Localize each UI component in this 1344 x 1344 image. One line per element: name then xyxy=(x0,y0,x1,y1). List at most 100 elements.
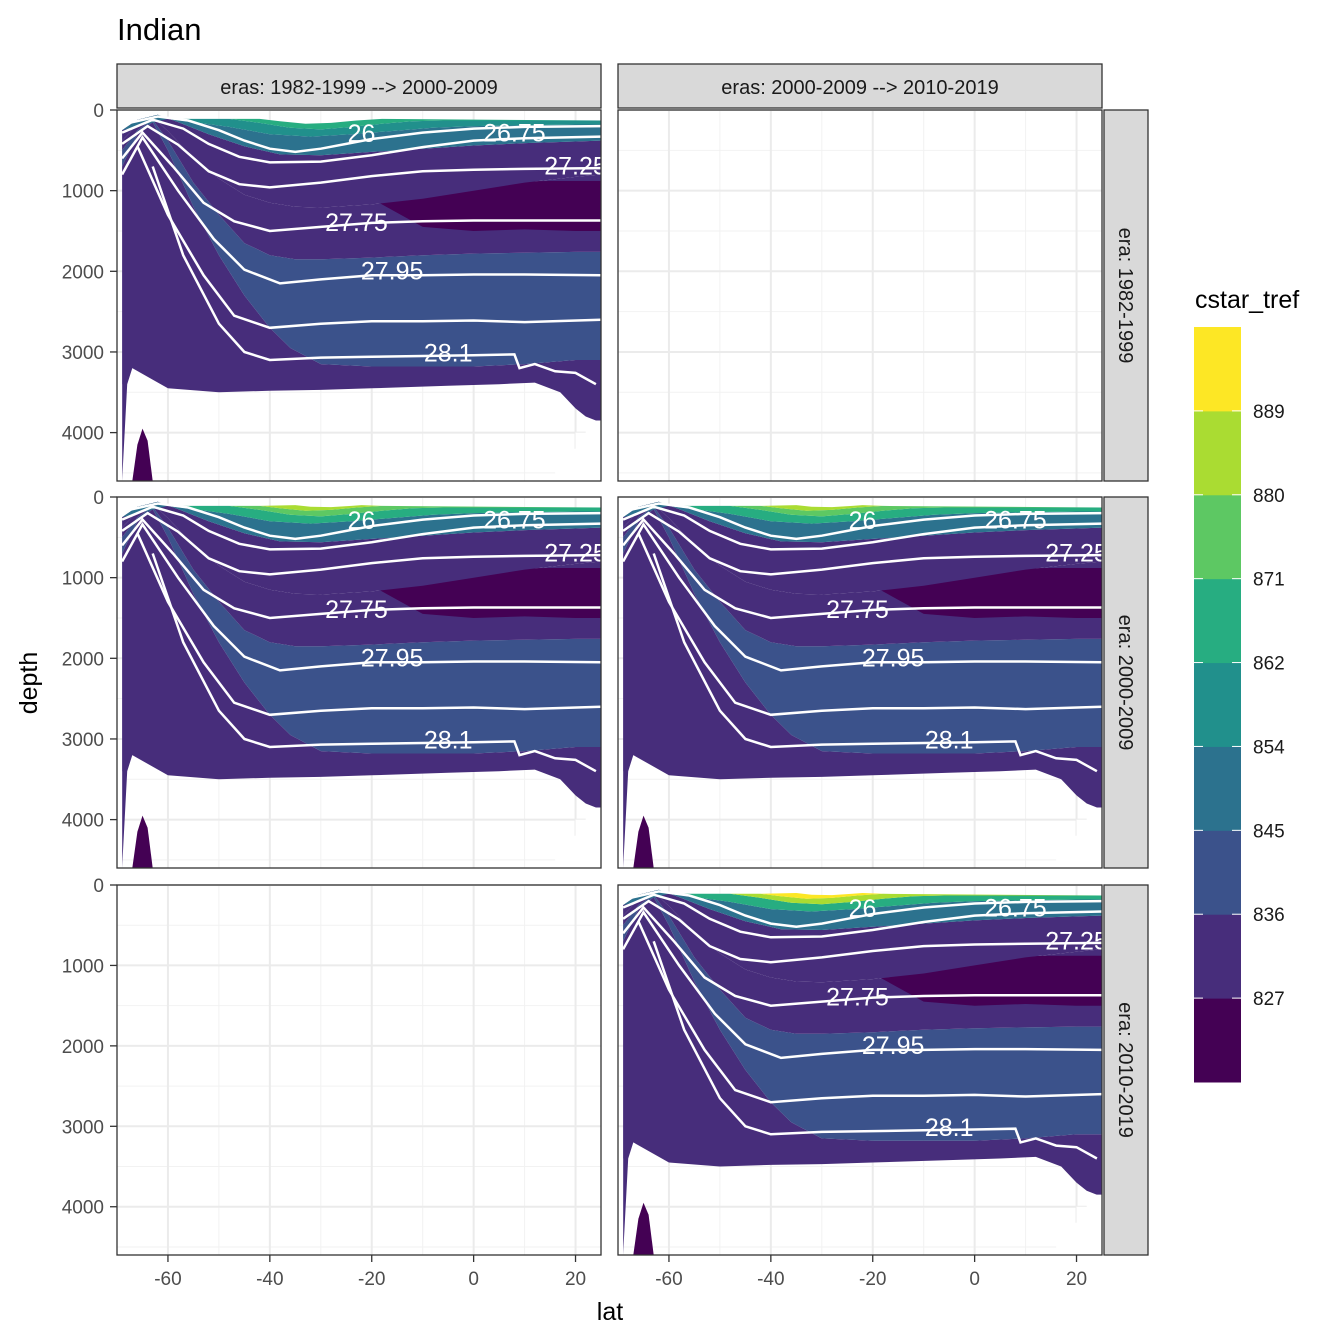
band-871 xyxy=(730,505,1102,517)
band-836 xyxy=(122,509,601,868)
facet-panel: 26 26.75 27.25 27.75 27.95 28.1 xyxy=(617,884,1108,1256)
axes: 0100020003000400001000200030004000010002… xyxy=(62,101,1087,1290)
x-tick-label: -40 xyxy=(757,1269,784,1290)
band-845 xyxy=(122,119,601,367)
band-871 xyxy=(730,893,1102,905)
row-strip xyxy=(1103,109,1149,482)
contour-label: 26.75 xyxy=(483,119,546,147)
legend-label: 827 xyxy=(1253,989,1285,1010)
y-tick-label: 2000 xyxy=(62,1037,104,1058)
contour-line xyxy=(136,532,601,717)
contour-line xyxy=(622,517,1102,620)
column-strip-label: eras: 1982-1999 --> 2000-2009 xyxy=(220,77,497,99)
x-tick-label: -60 xyxy=(154,1269,181,1290)
contour-label: 26 xyxy=(348,507,376,535)
column-strip-label: eras: 2000-2009 --> 2010-2019 xyxy=(721,77,998,99)
data-layer: 26 26.75 27.25 27.75 27.95 28.1 xyxy=(117,501,607,868)
y-tick-label: 0 xyxy=(93,101,104,122)
legend-color-band xyxy=(1194,578,1241,664)
contour-label: 27.25 xyxy=(1045,927,1108,955)
contour-line xyxy=(637,920,1102,1104)
contour-label: 28.1 xyxy=(925,1114,974,1142)
contour-line xyxy=(121,115,601,154)
contour-line xyxy=(121,511,601,576)
x-tick-label: -40 xyxy=(256,1269,283,1290)
contour-line xyxy=(622,505,1102,551)
band-836 xyxy=(623,509,1102,868)
contour-label: 27.25 xyxy=(1045,539,1108,567)
legend-color-band xyxy=(1194,327,1241,412)
y-tick-label: 0 xyxy=(93,876,104,897)
facet-panel: 26 26.75 27.25 27.75 27.95 28.1 xyxy=(116,496,607,869)
panel-border xyxy=(617,884,1103,1256)
contour-line xyxy=(622,511,1102,576)
contour-line xyxy=(121,134,601,285)
contour-line xyxy=(622,521,1102,672)
seafloor-steps xyxy=(555,420,601,481)
contour-label: 27.75 xyxy=(325,209,388,237)
y-tick-label: 1000 xyxy=(62,182,104,203)
legend-color-band xyxy=(1194,494,1241,580)
y-tick-label: 4000 xyxy=(62,811,104,832)
y-tick-label: 1000 xyxy=(62,956,104,977)
x-tick-label: 0 xyxy=(468,1269,479,1290)
band-871 xyxy=(229,118,601,130)
band-862 xyxy=(668,893,1102,912)
legend-color-band xyxy=(1194,662,1241,747)
x-tick-label: 20 xyxy=(1066,1269,1087,1290)
band-845 xyxy=(122,506,601,754)
legend-label: 845 xyxy=(1253,821,1285,842)
row-strip-label: era: 2000-2009 xyxy=(1114,615,1136,751)
legend-label: 854 xyxy=(1253,737,1285,758)
panel-background xyxy=(618,110,1102,481)
legend-color-band xyxy=(1194,746,1241,831)
y-tick-label: 3000 xyxy=(62,343,104,364)
contour-line xyxy=(652,940,1098,1160)
contour-label: 26.75 xyxy=(984,894,1047,922)
y-tick-label: 2000 xyxy=(62,649,104,670)
contour-label: 27.25 xyxy=(544,539,607,567)
contour-line xyxy=(121,505,601,551)
band-854 xyxy=(122,501,601,543)
contour-line xyxy=(622,899,1102,964)
contour-line xyxy=(622,905,1102,1007)
y-tick-label: 4000 xyxy=(62,424,104,445)
seafloor-left xyxy=(618,771,624,868)
contour-line xyxy=(652,553,1098,773)
band-880 xyxy=(760,505,883,511)
contour-label: 27.75 xyxy=(325,596,388,624)
band-862 xyxy=(167,505,601,524)
row-strip-label: era: 2010-2019 xyxy=(1114,1002,1136,1138)
contour-line xyxy=(121,517,601,620)
x-tick-label: -20 xyxy=(358,1269,385,1290)
row-strip-label: era: 1982-1999 xyxy=(1114,228,1136,364)
y-axis-title: depth xyxy=(15,652,43,715)
facet-panels: 26 26.75 27.25 27.75 27.95 28.1 26 26.75 27.25 27… xyxy=(116,109,1108,1256)
contour-label: 26 xyxy=(849,507,877,535)
band-854 xyxy=(623,501,1102,543)
facet-panel xyxy=(116,884,602,1256)
seafloor-steps xyxy=(1056,807,1102,868)
contour-line xyxy=(622,893,1102,939)
legend-label: 889 xyxy=(1253,402,1285,423)
x-tick-label: 0 xyxy=(969,1269,980,1290)
panel-background xyxy=(117,885,601,1255)
seafloor-left xyxy=(117,384,123,481)
band-854 xyxy=(122,114,601,156)
contour-line xyxy=(151,166,597,386)
y-tick-label: 0 xyxy=(93,488,104,509)
y-tick-label: 4000 xyxy=(62,1198,104,1219)
contour-line xyxy=(622,502,1102,541)
x-axis-title: lat xyxy=(597,1298,623,1326)
facet-strips: eras: 1982-1999 --> 2000-2009 eras: 2000-… xyxy=(116,63,1149,1256)
x-tick-label: 20 xyxy=(565,1269,586,1290)
contour-label: 26 xyxy=(849,895,877,923)
seafloor-left xyxy=(117,771,123,868)
band-880 xyxy=(259,505,382,511)
band-845 xyxy=(623,894,1102,1141)
band-880 xyxy=(760,893,883,899)
plot-title: Indian xyxy=(117,12,201,47)
contour-label: 26.75 xyxy=(984,506,1047,534)
panel-border xyxy=(617,496,1103,869)
